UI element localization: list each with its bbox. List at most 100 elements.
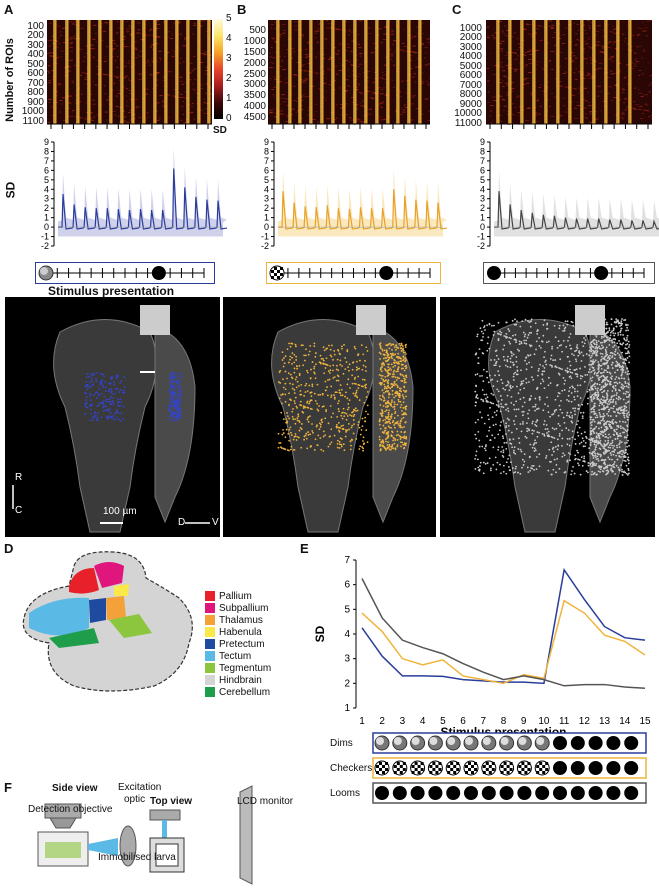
chart-e-xtick: 2 [379, 716, 385, 727]
legend-label: Cerebellum [219, 686, 271, 698]
heatmap-tick-label: 8000 [459, 89, 482, 101]
colorbar-tick: 5 [226, 13, 232, 24]
stim-strip-dims-icons [38, 265, 205, 281]
legend-label: Tegmentum [219, 662, 272, 674]
heatmap-b [268, 20, 430, 129]
chart-e-ytick: 7 [344, 555, 350, 566]
brain-render-checkers [271, 305, 414, 533]
chart-e-ytick: 6 [344, 580, 350, 591]
panel-label-e: E [300, 541, 309, 556]
chart-e-xtick: 5 [440, 716, 446, 727]
colorbar-tick: 3 [226, 53, 232, 64]
trace-tick-label: 5 [44, 175, 49, 185]
heatmap-tick-label: 500 [27, 58, 44, 70]
legend-swatch [205, 591, 215, 601]
stim-row [372, 782, 647, 804]
heatmap-tick-label: 300 [27, 39, 44, 51]
trace-tick-label: -1 [477, 232, 485, 242]
trace-tick-label: 5 [264, 175, 269, 185]
heatmap-tick-label: 9000 [459, 98, 482, 110]
heatmap-tick-label: 900 [27, 96, 44, 108]
colorbar-tick: 0 [226, 113, 232, 124]
chart-e-ytick: 5 [344, 604, 350, 615]
chart-e-xtick: 11 [559, 716, 570, 727]
heatmap-tick-label: 400 [27, 49, 44, 61]
trace-tick-label: -2 [41, 241, 49, 251]
legend-label: Subpallium [219, 602, 269, 614]
heatmap-tick-label: 3000 [243, 79, 266, 91]
trace-tick-label: 8 [480, 146, 485, 156]
legend-swatch [205, 639, 215, 649]
chart-e-ytick: 4 [344, 629, 350, 640]
chart-e-ytick: 1 [344, 703, 350, 714]
heatmap-tick-label: 1000 [21, 106, 44, 118]
larva-label: Immobilised larva [98, 852, 176, 863]
trace-tick-label: 4 [480, 184, 485, 194]
chart-e-ytick: 2 [344, 678, 350, 689]
heatmap-tick-label: 4500 [243, 112, 266, 124]
heatmap-tick-label: 1500 [243, 46, 266, 58]
brain-image-dims: R C 100 µm D V [5, 297, 220, 537]
region-legend: Pallium Subpallium Thalamus Habenula Pretect… [205, 590, 271, 698]
stim-row-label: Looms [330, 788, 361, 799]
panel-label-b: B [237, 2, 247, 17]
panel-label-c: C [452, 2, 462, 17]
heatmap-ylabel-wrap: Number of ROIs [3, 30, 17, 130]
chart-e-ylabel: SD [313, 625, 327, 642]
heatmap-c-ticks: 1000 2000 3000 4000 5000 6000 7000 8000 9000 1000… [444, 23, 482, 129]
series-line-checkers [361, 599, 646, 685]
trace-tick-label: -2 [261, 241, 269, 251]
axis-r-label: R [15, 472, 23, 483]
heatmap-tick-label: 7000 [459, 79, 482, 91]
trace-tick-label: 9 [44, 137, 49, 147]
trace-tick-label: 2 [480, 203, 485, 213]
chart-e-xtick: 8 [501, 716, 507, 727]
trace-tick-label: 8 [44, 146, 49, 156]
chart-e-xtick: 12 [579, 716, 591, 727]
brain-render-dims [12, 305, 210, 533]
colorbar-label: SD [213, 125, 227, 136]
trace-tick-label: -1 [261, 232, 269, 242]
lcd-label: LCD monitor [237, 796, 294, 807]
stim-strip-looms-icons [487, 266, 645, 280]
legend-swatch [205, 663, 215, 673]
brain-render-looms [474, 305, 631, 533]
legend-swatch [205, 651, 215, 661]
chart-e-xtick: 13 [599, 716, 611, 727]
legend-swatch [205, 687, 215, 697]
stim-row-label: Dims [330, 738, 353, 749]
trace-tick-label: 3 [480, 194, 485, 204]
excitation-label-2: optic [124, 794, 146, 805]
colorbar [214, 19, 223, 119]
trace-tick-label: 3 [44, 194, 49, 204]
chart-e-xtick: 4 [420, 716, 426, 727]
trace-tick-label: 6 [44, 165, 49, 175]
legend-item: Tegmentum [205, 662, 271, 674]
heatmap-tick-label: 3000 [459, 41, 482, 53]
chart-e-xtick: 15 [639, 716, 651, 727]
legend-item: Pallium [205, 590, 271, 602]
chart-e-xtick: 10 [538, 716, 550, 727]
series-line-looms [361, 578, 646, 690]
legend-label: Hindbrain [219, 674, 262, 686]
detection-objective-label: Detection objective [28, 804, 113, 815]
trace-tick-label: 8 [264, 146, 269, 156]
heatmap-tick-label: 10000 [454, 108, 482, 120]
trace-tick-label: 3 [264, 194, 269, 204]
heatmap-tick-label: 700 [27, 77, 44, 89]
legend-label: Pretectum [219, 638, 265, 650]
trace-tick-label: 9 [264, 137, 269, 147]
trace-tick-label: 5 [480, 175, 485, 185]
heatmap-tick-label: 800 [27, 87, 44, 99]
colorbar-tick: 1 [226, 93, 232, 104]
heatmap-tick-label: 2000 [243, 57, 266, 69]
setup-diagram [37, 785, 253, 885]
heatmap-tick-label: 1000 [459, 23, 482, 34]
colorbar-ticks: 5 4 3 2 1 0 [226, 13, 240, 124]
legend-item: Tectum [205, 650, 271, 662]
trace-tick-label: 0 [264, 222, 269, 232]
trace-tick-label: 1 [480, 213, 485, 223]
top-view-label: Top view [150, 796, 193, 807]
heatmap-ylabel: Number of ROIs [4, 38, 16, 122]
